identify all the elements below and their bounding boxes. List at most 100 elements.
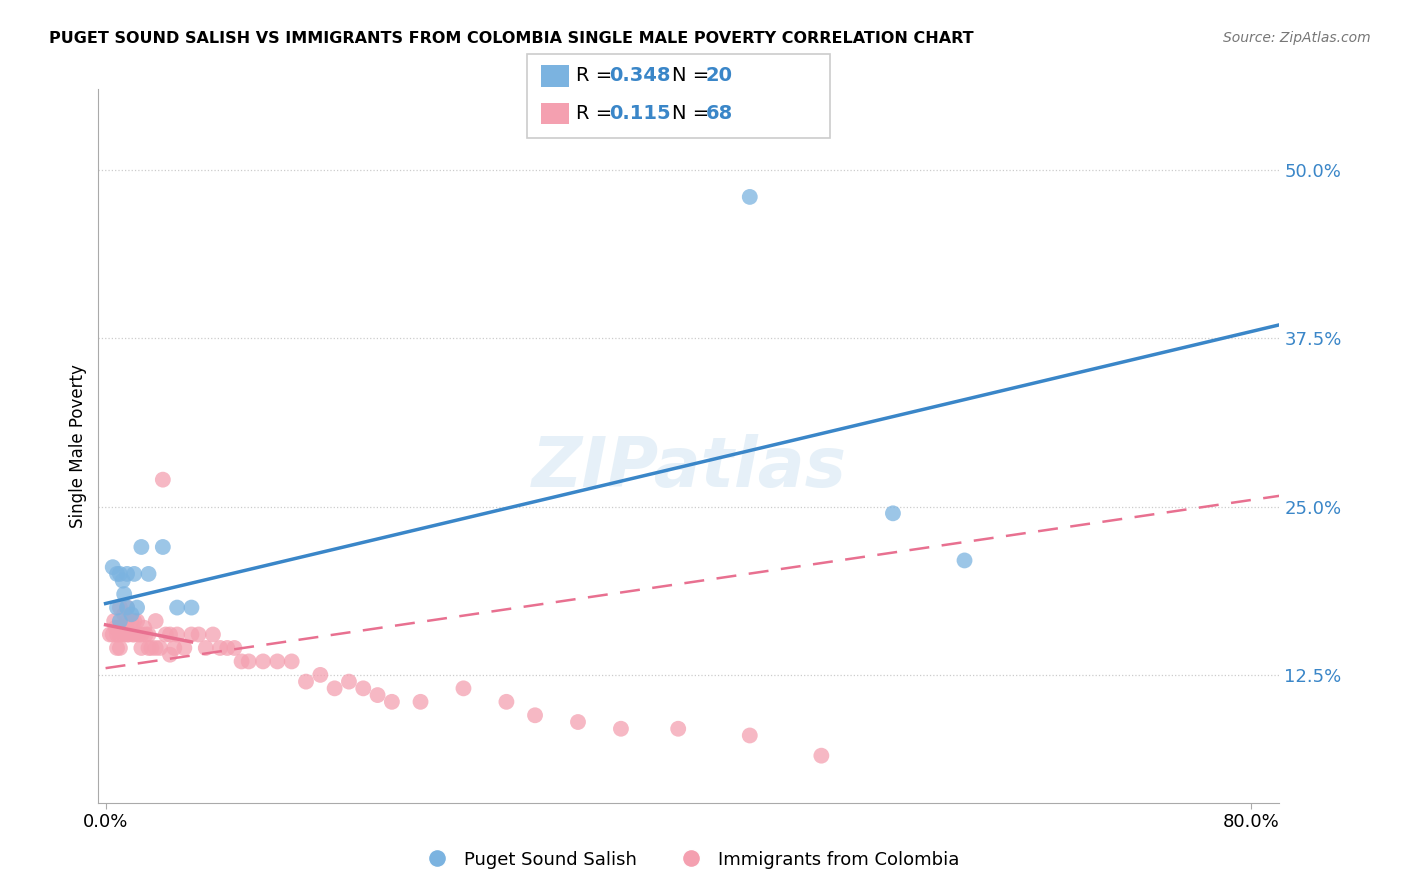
Text: ZIPatlas: ZIPatlas	[531, 434, 846, 501]
Point	[111, 574, 134, 588]
Point	[180, 627, 202, 641]
Point	[155, 627, 177, 641]
Point	[101, 560, 124, 574]
Point	[152, 540, 174, 554]
Point	[209, 640, 232, 655]
Point	[128, 627, 150, 641]
Point	[115, 600, 138, 615]
Point	[166, 627, 188, 641]
Point	[567, 714, 589, 729]
Point	[159, 648, 181, 662]
Point	[810, 748, 832, 763]
Point	[108, 640, 131, 655]
Point	[122, 614, 145, 628]
Point	[134, 621, 156, 635]
Point	[135, 627, 157, 641]
Text: 68: 68	[706, 103, 733, 123]
Point	[138, 640, 160, 655]
Legend: Puget Sound Salish, Immigrants from Colombia: Puget Sound Salish, Immigrants from Colo…	[412, 844, 966, 876]
Point	[101, 627, 124, 641]
Point	[131, 627, 153, 641]
Text: 0.115: 0.115	[609, 103, 671, 123]
Y-axis label: Single Male Poverty: Single Male Poverty	[69, 364, 87, 528]
Point	[112, 607, 135, 622]
Point	[309, 668, 332, 682]
Point	[105, 600, 128, 615]
Text: 0.348: 0.348	[609, 66, 671, 86]
Point	[103, 614, 125, 628]
Text: R =: R =	[576, 103, 626, 123]
Point	[122, 627, 145, 641]
Point	[120, 614, 142, 628]
Point	[166, 600, 188, 615]
Point	[231, 655, 253, 669]
Text: N =: N =	[672, 66, 716, 86]
Point	[122, 566, 145, 581]
Point	[138, 566, 160, 581]
Point	[138, 627, 160, 641]
Point	[367, 688, 389, 702]
Point	[666, 722, 689, 736]
Point	[125, 600, 148, 615]
Point	[112, 627, 135, 641]
Point	[98, 627, 121, 641]
Point	[115, 566, 138, 581]
Point	[117, 627, 139, 641]
Point	[104, 621, 127, 635]
Point	[111, 621, 134, 635]
Point	[115, 627, 138, 641]
Point	[252, 655, 274, 669]
Point	[152, 473, 174, 487]
Point	[352, 681, 374, 696]
Point	[323, 681, 346, 696]
Point	[738, 190, 761, 204]
Point	[120, 607, 142, 622]
Point	[108, 600, 131, 615]
Point	[149, 640, 172, 655]
Point	[953, 553, 976, 567]
Point	[266, 655, 288, 669]
Point	[217, 640, 239, 655]
Point	[524, 708, 547, 723]
Point	[187, 627, 209, 641]
Point	[131, 640, 153, 655]
Point	[495, 695, 517, 709]
Point	[131, 540, 153, 554]
Point	[115, 600, 138, 615]
Point	[121, 627, 143, 641]
Text: PUGET SOUND SALISH VS IMMIGRANTS FROM COLOMBIA SINGLE MALE POVERTY CORRELATION C: PUGET SOUND SALISH VS IMMIGRANTS FROM CO…	[49, 31, 974, 46]
Point	[108, 566, 131, 581]
Point	[194, 640, 217, 655]
Point	[610, 722, 633, 736]
Point	[159, 627, 181, 641]
Point	[105, 640, 128, 655]
Point	[145, 614, 167, 628]
Text: Source: ZipAtlas.com: Source: ZipAtlas.com	[1223, 31, 1371, 45]
Point	[108, 627, 131, 641]
Point	[201, 627, 224, 641]
Point	[180, 600, 202, 615]
Point	[738, 729, 761, 743]
Text: 20: 20	[706, 66, 733, 86]
Point	[141, 640, 163, 655]
Point	[163, 640, 186, 655]
Point	[173, 640, 195, 655]
Point	[108, 614, 131, 628]
Point	[238, 655, 260, 669]
Point	[280, 655, 302, 669]
Point	[115, 614, 138, 628]
Text: R =: R =	[576, 66, 619, 86]
Point	[337, 674, 360, 689]
Text: N =: N =	[672, 103, 716, 123]
Point	[409, 695, 432, 709]
Point	[295, 674, 318, 689]
Point	[224, 640, 246, 655]
Point	[112, 587, 135, 601]
Point	[145, 640, 167, 655]
Point	[453, 681, 475, 696]
Point	[105, 627, 128, 641]
Point	[107, 621, 129, 635]
Point	[105, 566, 128, 581]
Point	[882, 506, 904, 520]
Point	[125, 614, 148, 628]
